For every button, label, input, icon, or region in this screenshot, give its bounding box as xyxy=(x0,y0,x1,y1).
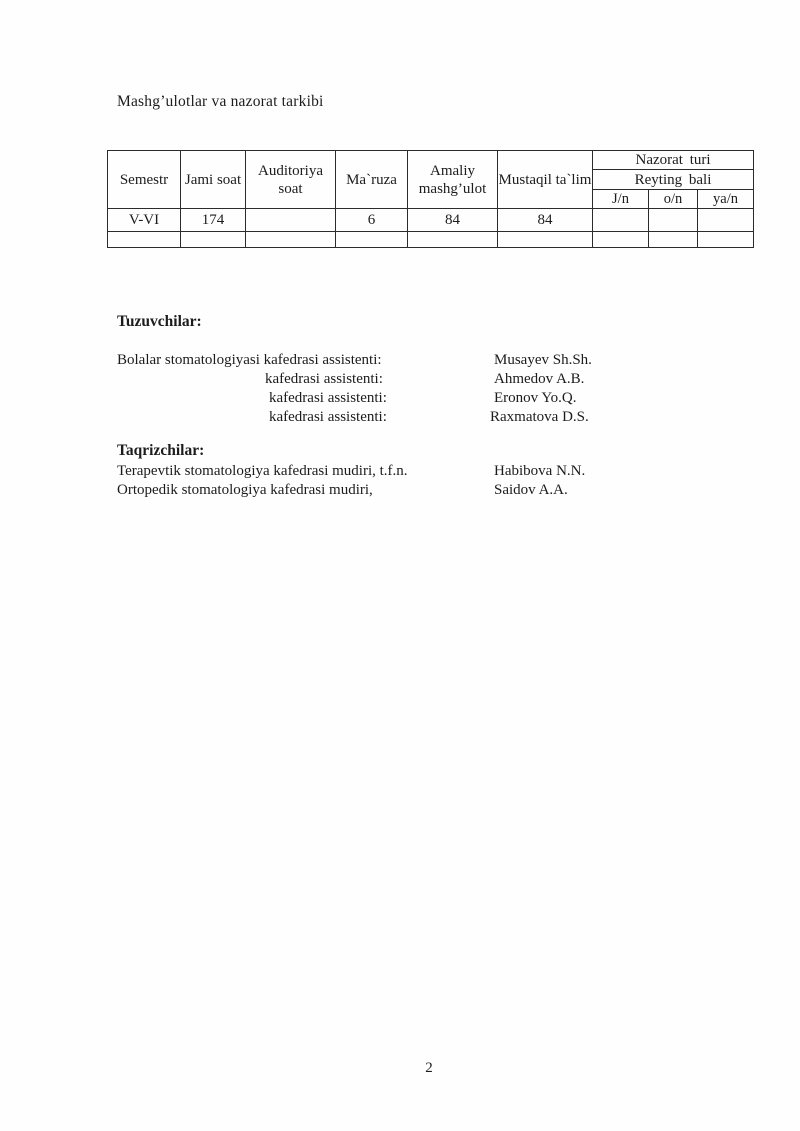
cell-on xyxy=(648,208,698,232)
cell-yan xyxy=(696,208,755,232)
list-item: kafedrasi assistenti: Eronov Yo.Q. xyxy=(117,389,737,408)
column-header-jami-soat: Jami soat xyxy=(180,150,246,209)
entry-name: Musayev Sh.Sh. xyxy=(494,352,592,368)
cell-maruza: 6 xyxy=(335,208,408,232)
taqrizchilar-list: Terapevtik stomatologiya kafedrasi mudir… xyxy=(117,462,737,500)
entry-role: kafedrasi assistenti: xyxy=(265,371,383,387)
entry-role: kafedrasi assistenti: xyxy=(269,409,387,425)
column-group-reyting-bali: Reyting bali xyxy=(591,169,755,190)
tuzuvchilar-heading: Tuzuvchilar: xyxy=(117,313,202,330)
cell-empty xyxy=(335,231,408,248)
cell-amaliy-mashgulot: 84 xyxy=(407,208,498,232)
cell-semestr: V-VI xyxy=(107,208,181,232)
cell-jn xyxy=(592,208,649,232)
column-header-maruza: Ma`ruza xyxy=(335,150,408,209)
entry-name: Ahmedov A.B. xyxy=(494,371,585,387)
cell-empty xyxy=(107,231,181,248)
cell-empty xyxy=(245,231,336,248)
entry-role: kafedrasi assistenti: xyxy=(269,390,387,406)
taqrizchilar-heading: Taqrizchilar: xyxy=(117,442,205,459)
table-row-empty xyxy=(107,231,755,248)
tuzuvchilar-list: Bolalar stomatologiyasi kafedrasi assist… xyxy=(117,351,737,427)
cell-auditoriya-soat xyxy=(245,208,336,232)
cell-empty xyxy=(180,231,246,248)
schedule-table: Semestr Jami soat Auditoriya soat Ma`ruz… xyxy=(107,150,755,248)
entry-role: Ortopedik stomatologiya kafedrasi mudiri… xyxy=(117,482,373,498)
entry-name: Raxmatova D.S. xyxy=(490,409,589,425)
entry-role: Terapevtik stomatologiya kafedrasi mudir… xyxy=(117,463,408,479)
column-header-yan: ya/n xyxy=(696,189,755,209)
page-title: Mashg’ulotlar va nazorat tarkibi xyxy=(117,93,324,110)
column-header-amaliy-mashgulot: Amaliy mashg’ulot xyxy=(407,150,498,209)
cell-empty xyxy=(497,231,593,248)
column-header-semestr: Semestr xyxy=(107,150,181,209)
list-item: Bolalar stomatologiyasi kafedrasi assist… xyxy=(117,351,737,370)
column-header-auditoriya-soat: Auditoriya soat xyxy=(245,150,336,209)
list-item: kafedrasi assistenti: Ahmedov A.B. xyxy=(117,370,737,389)
list-item: Terapevtik stomatologiya kafedrasi mudir… xyxy=(117,462,737,481)
column-header-jn: J/n xyxy=(592,189,649,209)
page-number: 2 xyxy=(425,1060,433,1076)
column-group-nazorat-turi: Nazorat turi xyxy=(591,150,755,170)
list-item: Ortopedik stomatologiya kafedrasi mudiri… xyxy=(117,481,737,500)
cell-empty xyxy=(648,231,698,248)
cell-empty xyxy=(407,231,498,248)
entry-name: Saidov A.A. xyxy=(494,482,568,498)
list-item: kafedrasi assistenti: Raxmatova D.S. xyxy=(117,408,737,427)
entry-name: Habibova N.N. xyxy=(494,463,586,479)
cell-empty xyxy=(696,231,755,248)
entry-name: Eronov Yo.Q. xyxy=(494,390,577,406)
column-header-on: o/n xyxy=(648,189,698,209)
cell-mustaqil-talim: 84 xyxy=(497,208,593,232)
table-header-row: Semestr Jami soat Auditoriya soat Ma`ruz… xyxy=(107,150,755,209)
table-row: V-VI 174 6 84 84 xyxy=(107,208,755,232)
cell-empty xyxy=(592,231,649,248)
column-header-mustaqil-talim: Mustaqil ta`lim xyxy=(497,150,593,209)
cell-jami-soat: 174 xyxy=(180,208,246,232)
entry-role: Bolalar stomatologiyasi kafedrasi assist… xyxy=(117,352,382,368)
